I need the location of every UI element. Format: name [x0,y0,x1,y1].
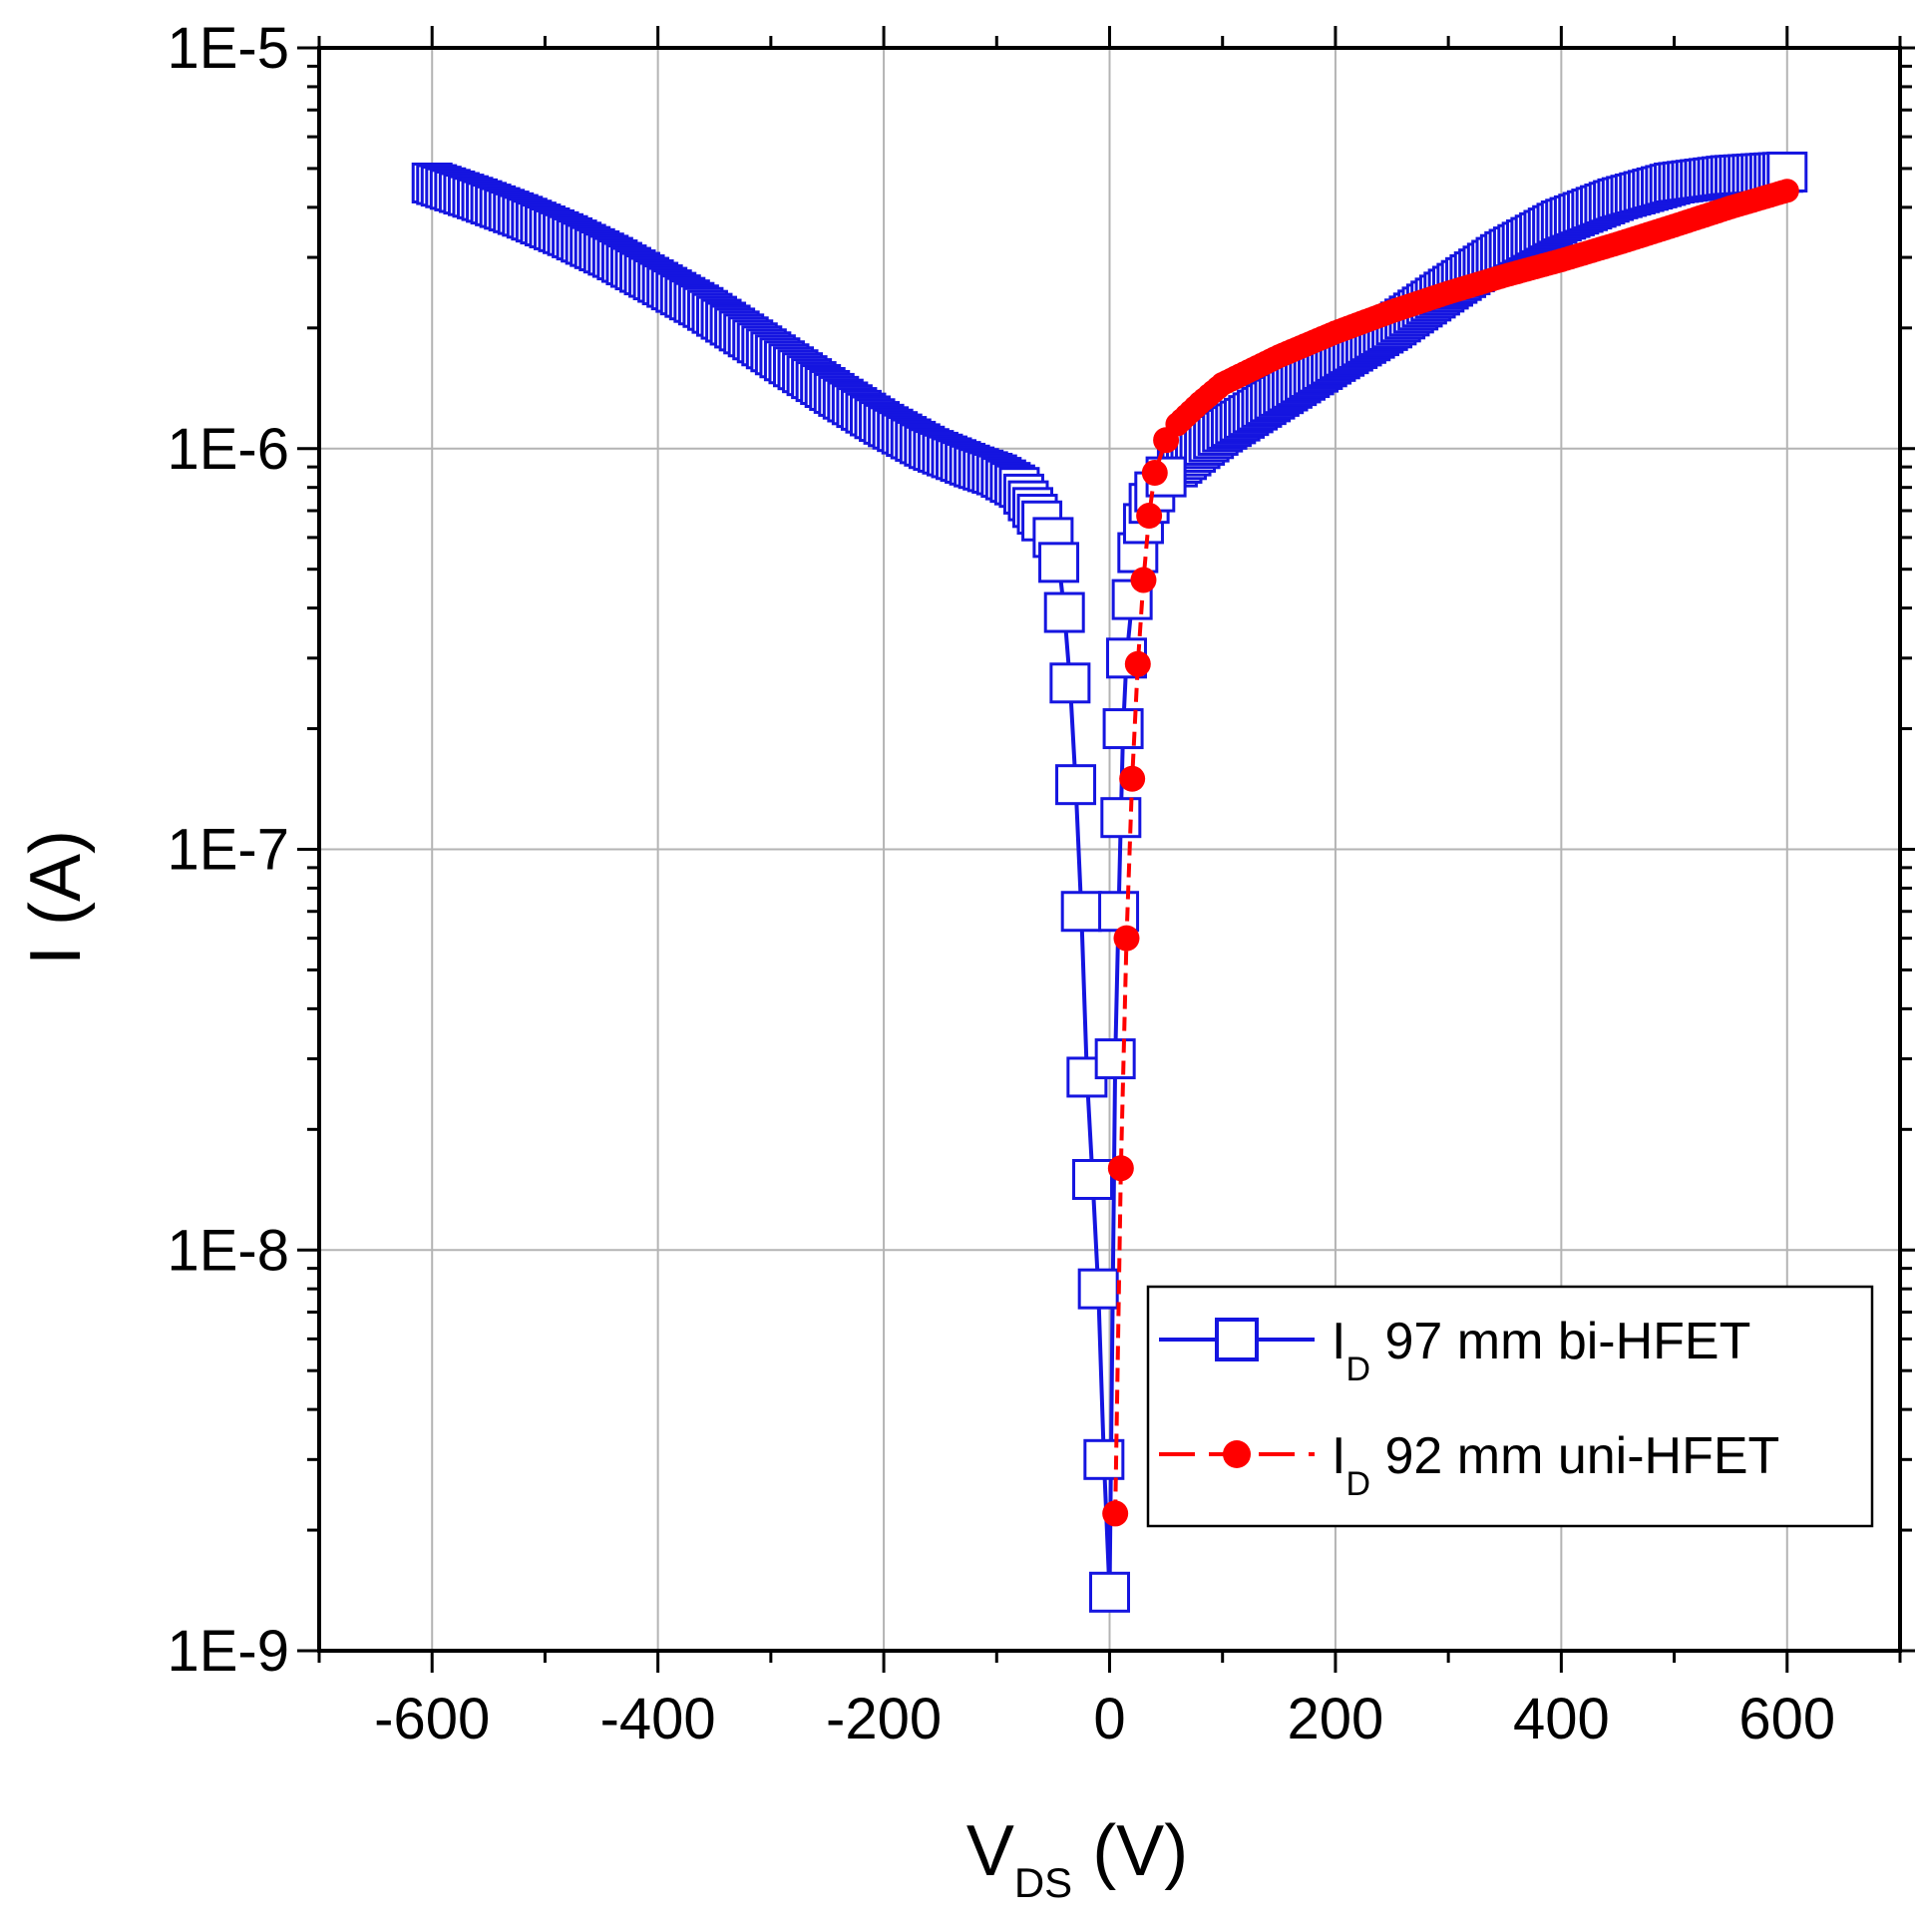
data-point [1049,662,1091,704]
x-axis-title-subscript: DS [1014,1859,1072,1906]
data-point [1130,567,1157,593]
legend: ID 97 mm bi-HFET ID 92 mm uni-HFET [1146,1285,1874,1528]
legend-entry-bi-hfet: ID 97 mm bi-HFET [1159,1313,1750,1388]
data-point [1136,503,1163,530]
legend-label-uni-hfet-main: I [1332,1427,1345,1485]
legend-marker-uni-hfet [1223,1440,1251,1468]
data-point [1774,179,1799,203]
legend-label-uni-hfet: ID 92 mm uni-HFET [1332,1427,1779,1503]
data-point [1094,1038,1136,1080]
series-uni-hfet [1102,179,1799,1527]
x-tick-label: 400 [1513,1687,1610,1751]
x-axis-title-main: V [966,1811,1014,1891]
legend-label-bi-hfet-subscript: D [1345,1351,1370,1388]
x-tick-label: 200 [1288,1687,1384,1751]
data-point [1060,891,1102,933]
x-axis-title: VDS (V) [966,1811,1188,1906]
y-axis-title: I (A) [16,830,96,966]
y-tick-label: 1E-9 [167,1619,289,1684]
axis-ticks [297,26,1915,1673]
y-tick-label: 1E-8 [167,1218,289,1283]
data-point [1102,1500,1129,1527]
legend-label-uni-hfet-subscript: D [1345,1465,1370,1503]
data-point [1077,1268,1119,1310]
legend-label-bi-hfet-main: I [1332,1313,1345,1370]
data-point [1153,427,1180,454]
x-tick-label: 0 [1093,1687,1125,1751]
x-axis-title-unit: (V) [1072,1811,1188,1891]
y-tick-label: 1E-7 [167,818,289,883]
data-point [1124,650,1151,677]
legend-label-uni-hfet-rest: 92 mm uni-HFET [1370,1427,1779,1485]
legend-label-bi-hfet-rest: 97 mm bi-HFET [1370,1313,1750,1370]
x-tick-label: -600 [374,1687,490,1751]
y-tick-label: 1E-5 [167,16,289,81]
series-bi-hfet [411,151,1808,1613]
legend-entry-uni-hfet: ID 92 mm uni-HFET [1159,1427,1779,1503]
legend-marker-bi-hfet [1215,1318,1259,1361]
x-tick-label: -200 [826,1687,942,1751]
y-tick-label: 1E-6 [167,417,289,482]
data-point [1119,765,1146,792]
data-point [1072,1159,1114,1201]
x-tick-label: 600 [1738,1687,1835,1751]
data-point [1038,542,1080,583]
data-point [1043,591,1085,633]
data-point [1098,891,1140,933]
data-point [1100,797,1142,839]
data-point [1141,460,1168,487]
data-point [1113,925,1140,952]
x-tick-label: -400 [600,1687,716,1751]
data-point [1089,1571,1130,1613]
legend-label-bi-hfet: ID 97 mm bi-HFET [1332,1313,1750,1388]
data-point [1055,764,1097,806]
plot-series [411,151,1808,1613]
data-point [1107,1155,1134,1182]
legend-box [1146,1285,1874,1528]
tick-labels: -600 -400 -200 0 200 400 600 1E-9 1E-8 1E-7 1E-6 1E… [167,16,1835,1751]
